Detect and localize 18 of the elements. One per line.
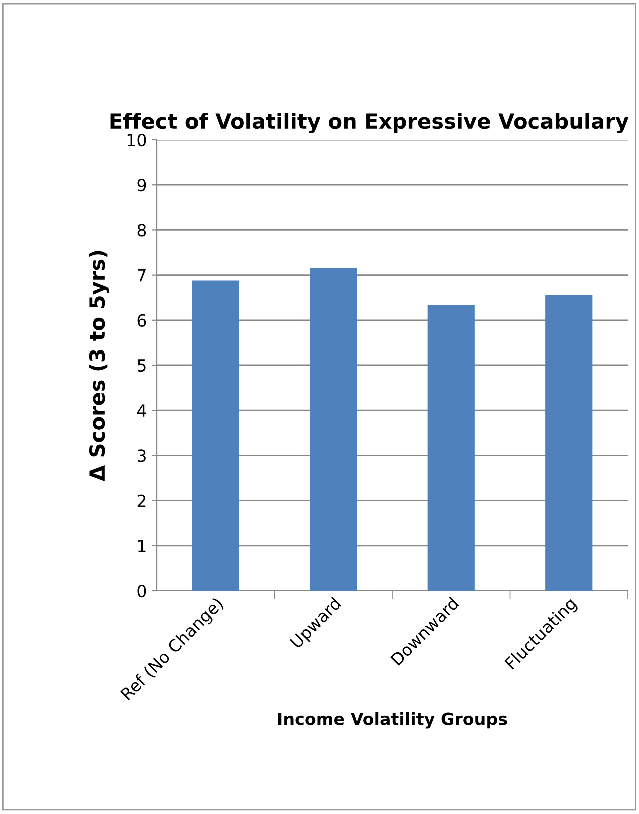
chart-title: Effect of Volatility on Expressive Vocabulary	[110, 113, 629, 134]
y-tick-label: 9	[138, 179, 146, 192]
y-tick-label: 5	[138, 360, 146, 372]
y-tick-label: 7	[138, 269, 146, 282]
bar	[310, 268, 358, 591]
y-tick-label: 1	[138, 540, 146, 552]
bar	[546, 295, 593, 591]
y-tick-label: 3	[138, 450, 146, 462]
bar	[192, 280, 240, 591]
y-tick-label: 8	[138, 224, 146, 237]
y-tick-label: 0	[138, 584, 146, 598]
y-axis-title: Δ Scores (3 to 5yrs)	[89, 251, 110, 482]
x-axis-title: Income Volatility Groups	[278, 712, 508, 729]
y-tick-label: 6	[138, 314, 146, 327]
y-tick-label: 4	[137, 404, 146, 417]
y-tick-label: 2	[138, 494, 146, 508]
bar	[428, 306, 475, 591]
y-tick-label: 10	[128, 134, 146, 147]
